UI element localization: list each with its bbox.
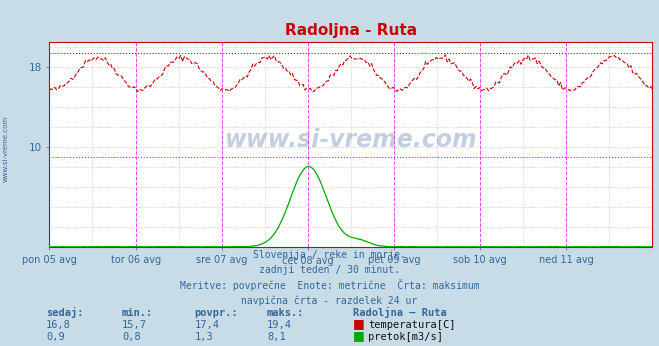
- Text: www.si-vreme.com: www.si-vreme.com: [2, 116, 9, 182]
- Text: 15,7: 15,7: [122, 320, 147, 330]
- Text: maks.:: maks.:: [267, 308, 304, 318]
- Text: temperatura[C]: temperatura[C]: [368, 320, 456, 330]
- Text: Radoljna – Ruta: Radoljna – Ruta: [353, 307, 446, 318]
- Text: zadnji teden / 30 minut.: zadnji teden / 30 minut.: [259, 265, 400, 275]
- Text: 17,4: 17,4: [194, 320, 219, 330]
- Text: 16,8: 16,8: [46, 320, 71, 330]
- Text: 1,3: 1,3: [194, 332, 213, 342]
- Text: Slovenija / reke in morje.: Slovenija / reke in morje.: [253, 250, 406, 260]
- Text: 0,8: 0,8: [122, 332, 140, 342]
- Text: pretok[m3/s]: pretok[m3/s]: [368, 332, 444, 342]
- Text: sedaj:: sedaj:: [46, 307, 84, 318]
- Title: Radoljna - Ruta: Radoljna - Ruta: [285, 22, 417, 38]
- Text: ■: ■: [353, 329, 364, 342]
- Text: navpična črta - razdelek 24 ur: navpična črta - razdelek 24 ur: [241, 296, 418, 307]
- Text: 8,1: 8,1: [267, 332, 285, 342]
- Text: 0,9: 0,9: [46, 332, 65, 342]
- Text: min.:: min.:: [122, 308, 153, 318]
- Text: povpr.:: povpr.:: [194, 308, 238, 318]
- Text: ■: ■: [353, 317, 364, 330]
- Text: Meritve: povprečne  Enote: metrične  Črta: maksimum: Meritve: povprečne Enote: metrične Črta:…: [180, 279, 479, 291]
- Text: 19,4: 19,4: [267, 320, 292, 330]
- Text: www.si-vreme.com: www.si-vreme.com: [225, 128, 477, 152]
